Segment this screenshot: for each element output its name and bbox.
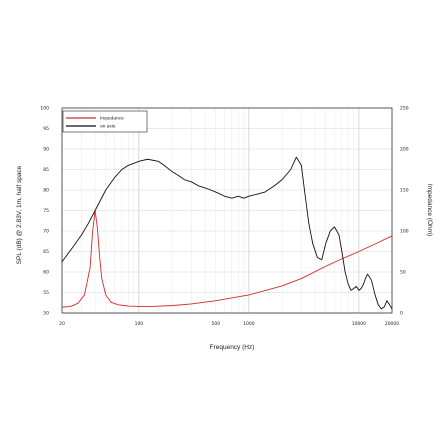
y-right-tick-label: 0 [400, 311, 403, 317]
y-left-tick-label: 85 [43, 167, 49, 173]
y-right-tick-label: 200 [400, 147, 409, 153]
y-right-tick-label: 250 [400, 106, 409, 112]
y-axis-right-label: Impedance (Ohm) [426, 184, 433, 236]
x-tick-label: 500 [211, 321, 220, 327]
series-layer [61, 156, 393, 310]
y-left-tick-label: 100 [40, 106, 49, 112]
legend-box [62, 110, 148, 133]
x-axis-label: Frequency (Hz) [210, 344, 255, 351]
x-tick-label: 20 [59, 321, 65, 327]
plot-frame [61, 107, 393, 314]
x-tick-label: 100 [135, 321, 144, 327]
legend-label-on-axis: on axis [100, 124, 116, 130]
x-tick-label: 10000 [352, 321, 366, 327]
x-tick-label: 20000 [385, 321, 399, 327]
y-right-tick-label: 50 [400, 270, 406, 276]
y-left-tick-label: 55 [43, 290, 49, 296]
x-tick-label: 1000 [243, 321, 255, 327]
legend: Impedance on axis [62, 110, 148, 133]
y-left-tick-label: 70 [43, 229, 49, 235]
impedance-curve [61, 210, 393, 308]
y-right-tick-label: 100 [400, 229, 409, 235]
ticks-layer: 20 100 500 1000 10000 20000505560657075808590… [40, 106, 408, 327]
y-left-tick-label: 90 [43, 147, 49, 153]
y-left-tick-label: 80 [43, 188, 49, 194]
y-left-tick-label: 75 [43, 208, 49, 214]
plot-border [61, 107, 393, 314]
y-left-tick-label: 50 [43, 311, 49, 317]
spl-on-axis-curve [61, 156, 393, 310]
legend-label-impedance: Impedance [100, 116, 124, 122]
y-left-tick-label: 60 [43, 270, 49, 276]
y-right-tick-label: 150 [400, 188, 409, 194]
grid [61, 107, 393, 314]
y-left-tick-label: 95 [43, 126, 49, 132]
y-left-tick-label: 65 [43, 249, 49, 255]
y-axis-left-label: SPL (dB) @ 2.83V, 1m, half space [16, 165, 23, 264]
